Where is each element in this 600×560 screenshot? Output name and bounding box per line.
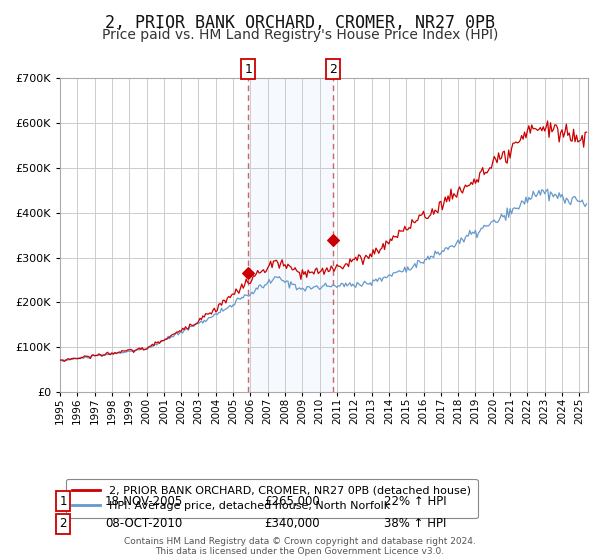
Text: 22% ↑ HPI: 22% ↑ HPI (384, 494, 446, 508)
Text: 1: 1 (244, 63, 252, 76)
Text: £340,000: £340,000 (264, 517, 320, 530)
Point (328, 235, 338, 244)
Text: 2, PRIOR BANK ORCHARD, CROMER, NR27 0PB: 2, PRIOR BANK ORCHARD, CROMER, NR27 0PB (105, 14, 495, 32)
Text: 08-OCT-2010: 08-OCT-2010 (105, 517, 182, 530)
Text: £265,000: £265,000 (264, 494, 320, 508)
Bar (248, 78, 333, 392)
Text: This data is licensed under the Open Government Licence v3.0.: This data is licensed under the Open Gov… (155, 547, 445, 556)
Text: Price paid vs. HM Land Registry's House Price Index (HPI): Price paid vs. HM Land Registry's House … (102, 28, 498, 42)
Text: 2: 2 (59, 517, 67, 530)
Text: Contains HM Land Registry data © Crown copyright and database right 2024.: Contains HM Land Registry data © Crown c… (124, 537, 476, 546)
Text: 2: 2 (329, 63, 337, 76)
Legend: 2, PRIOR BANK ORCHARD, CROMER, NR27 0PB (detached house), HPI: Average price, de: 2, PRIOR BANK ORCHARD, CROMER, NR27 0PB … (65, 479, 478, 518)
Text: 1: 1 (59, 494, 67, 508)
Text: 18-NOV-2005: 18-NOV-2005 (105, 494, 183, 508)
Text: 38% ↑ HPI: 38% ↑ HPI (384, 517, 446, 530)
Point (244, 269, 253, 278)
